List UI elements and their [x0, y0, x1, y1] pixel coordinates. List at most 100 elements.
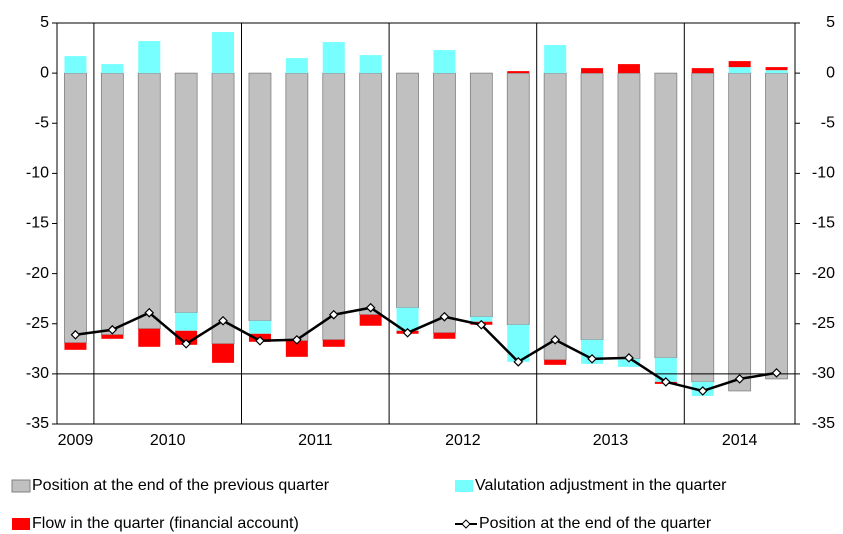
- year-label: 2013: [593, 432, 629, 449]
- y-tick-label: -10: [26, 165, 49, 182]
- year-label: 2009: [58, 432, 94, 449]
- y-tick-label: -25: [26, 315, 49, 332]
- line-marker: [292, 334, 302, 345]
- bar: [285, 340, 308, 357]
- line-marker: [439, 311, 450, 322]
- bar: [285, 72, 309, 342]
- bar: [654, 72, 678, 359]
- bar: [691, 72, 715, 383]
- y-tick-label: 5: [40, 14, 49, 31]
- bar: [285, 58, 308, 74]
- line-marker: [365, 302, 376, 313]
- line-marker: [513, 356, 524, 367]
- y-tick-label: 0: [40, 64, 49, 81]
- bar: [101, 334, 124, 339]
- legend-swatch: [11, 479, 31, 493]
- bar: [359, 314, 382, 326]
- bar: [507, 324, 530, 362]
- bar: [728, 72, 752, 392]
- legend-label: Valutation adjustment in the quarter: [475, 477, 727, 494]
- year-label: 2014: [722, 432, 758, 449]
- bar: [469, 72, 493, 318]
- year-label: 2010: [150, 432, 186, 449]
- bar: [175, 312, 198, 331]
- bar: [617, 358, 640, 367]
- legend-label: Position at the end of the previous quar…: [32, 477, 330, 494]
- bar: [138, 328, 161, 347]
- y2-tick-label: -30: [812, 365, 835, 382]
- legend-swatch: [455, 480, 473, 492]
- line-marker: [181, 338, 191, 349]
- legend-label: Flow in the quarter (financial account): [32, 515, 299, 532]
- bar: [691, 68, 714, 74]
- y2-tick-label: -5: [821, 114, 835, 131]
- line-marker: [328, 309, 339, 320]
- bar: [248, 72, 272, 322]
- bar: [654, 357, 677, 382]
- bar: [322, 42, 345, 74]
- bar: [544, 45, 567, 74]
- y-tick-label: -5: [35, 114, 49, 131]
- year-label: 2011: [298, 432, 333, 449]
- line-marker: [144, 307, 155, 318]
- year-label: 2012: [445, 432, 481, 449]
- line-marker: [476, 319, 487, 330]
- line-marker: [734, 374, 745, 384]
- bar: [137, 72, 161, 330]
- legend-swatch: [12, 518, 30, 530]
- bar: [248, 320, 271, 334]
- y-tick-label: -20: [26, 265, 49, 282]
- bar: [728, 67, 751, 74]
- bar: [359, 55, 382, 74]
- bar: [543, 72, 567, 361]
- line-marker: [661, 377, 671, 387]
- bar: [396, 307, 419, 331]
- line-marker: [107, 324, 118, 335]
- bar: [470, 316, 493, 322]
- bar: [617, 72, 641, 360]
- bar: [64, 342, 87, 350]
- bar: [580, 72, 604, 341]
- bar: [544, 359, 567, 365]
- bar: [507, 71, 530, 74]
- line-marker: [255, 335, 265, 346]
- line-marker: [402, 327, 413, 338]
- line-marker: [771, 368, 782, 378]
- bar: [174, 72, 198, 314]
- bar: [433, 50, 456, 74]
- y2-tick-label: -25: [812, 315, 835, 332]
- y2-tick-label: -20: [812, 265, 835, 282]
- y2-tick-label: -35: [812, 415, 835, 432]
- y-tick-label: -15: [26, 215, 49, 232]
- bar: [322, 339, 345, 347]
- bar: [100, 72, 124, 336]
- y2-tick-label: -10: [812, 165, 835, 182]
- line-marker: [218, 315, 228, 326]
- bar: [138, 41, 161, 74]
- bar: [433, 332, 456, 339]
- bar: [617, 64, 640, 74]
- bar: [581, 68, 604, 74]
- line-marker: [550, 334, 560, 345]
- line-marker: [697, 386, 708, 396]
- y-tick-label: -35: [26, 415, 49, 432]
- bar: [212, 32, 235, 74]
- bar: [506, 72, 530, 326]
- bar: [212, 343, 235, 363]
- line: [75, 306, 777, 393]
- bar: [765, 70, 788, 74]
- bar: [728, 61, 751, 68]
- y-tick-label: -30: [26, 365, 49, 382]
- bar: [765, 72, 788, 380]
- bar: [64, 56, 87, 74]
- y2-tick-label: 0: [826, 64, 835, 81]
- y2-tick-label: -15: [812, 215, 835, 232]
- bar: [433, 72, 456, 334]
- line-marker: [587, 353, 597, 364]
- bar: [322, 72, 346, 341]
- bar: [101, 64, 124, 74]
- line-marker: [70, 329, 81, 340]
- bar: [64, 72, 87, 344]
